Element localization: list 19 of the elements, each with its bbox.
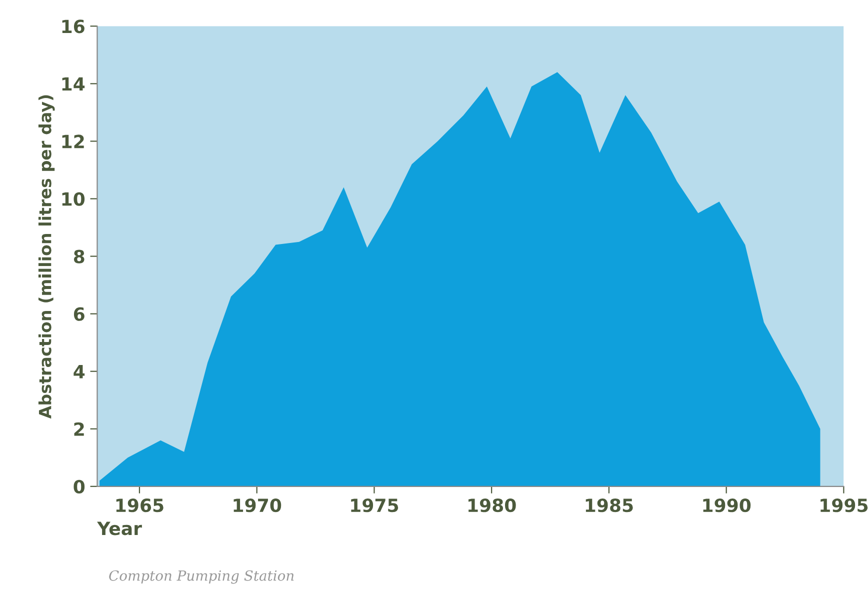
x-tick-label: 1965 (116, 498, 164, 512)
y-tick-label: 0 (74, 480, 85, 494)
y-tick-label: 14 (62, 77, 85, 91)
x-tick-label: 1985 (586, 498, 633, 512)
y-tick-label: 6 (74, 307, 84, 321)
x-tick-label: 1995 (820, 498, 868, 512)
y-tick-label: 2 (74, 422, 84, 436)
x-tick-label: 1980 (468, 498, 516, 512)
x-axis-title: Year (97, 522, 142, 536)
text: Compton Pumping Station (109, 570, 294, 584)
x-tick-label: 1975 (351, 498, 398, 512)
y-tick-label: 16 (62, 20, 84, 34)
y-tick-label: 8 (74, 250, 84, 264)
y-axis-title: Abstraction (million litres per day) (38, 95, 55, 419)
x-tick-label: 1970 (234, 498, 282, 512)
y-tick-label: 12 (62, 134, 84, 148)
x-tick-label: 1990 (703, 498, 751, 512)
y-tick-label: 4 (74, 365, 85, 378)
y-tick-label: 10 (62, 192, 85, 206)
